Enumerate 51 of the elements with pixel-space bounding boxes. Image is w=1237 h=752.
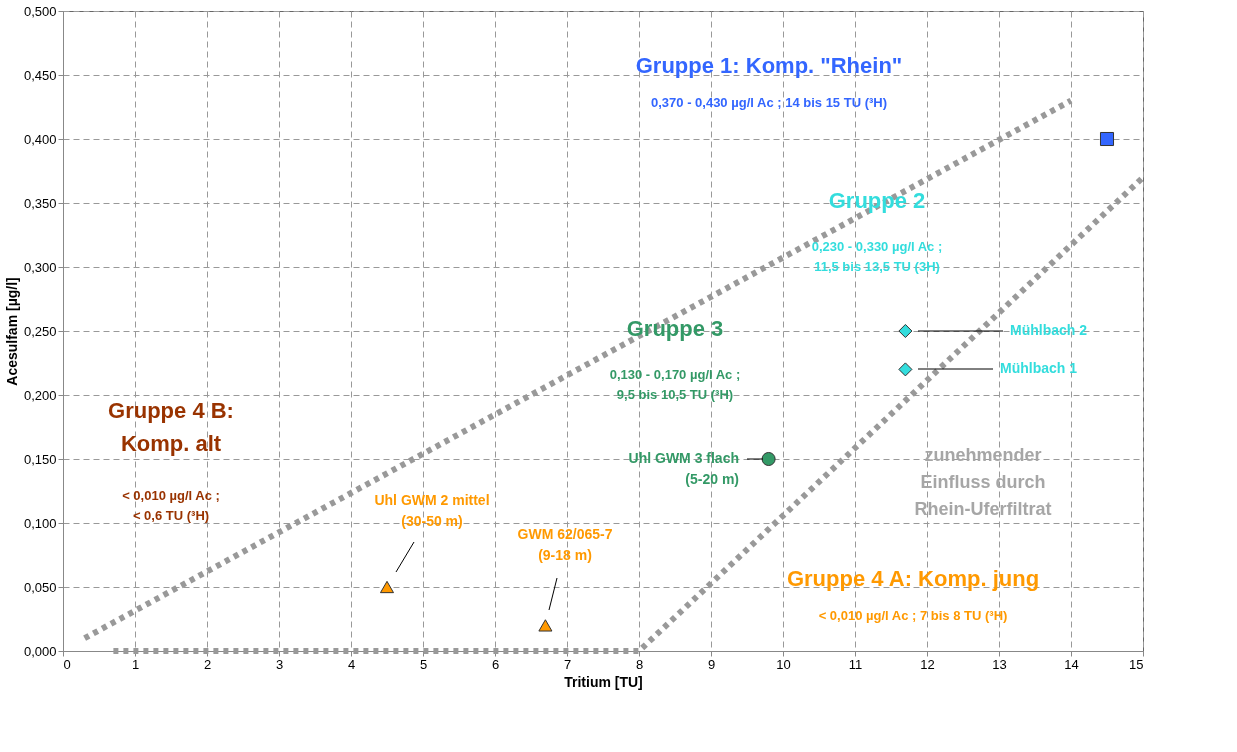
y-tick-label: 0,150 bbox=[23, 451, 57, 467]
x-tick-label: 10 bbox=[776, 656, 791, 672]
y-tick-label: 0,400 bbox=[23, 131, 57, 147]
annotation: Uhl GWM 3 flach (5-20 m) bbox=[628, 450, 739, 487]
x-axis-title: Tritium [TU] bbox=[564, 673, 643, 690]
y-axis-title: Acesulfam [µg/l] bbox=[3, 277, 20, 386]
y-tick-label: 0,300 bbox=[23, 259, 57, 275]
y-tick-label: 0,100 bbox=[23, 515, 57, 531]
x-tick-label: 5 bbox=[419, 656, 428, 672]
annotation: Uhl GWM 2 mittel (30-50 m) bbox=[374, 492, 490, 529]
y-tick-label: 0,450 bbox=[23, 67, 57, 83]
x-tick-label: 6 bbox=[491, 656, 500, 672]
annotation: zunehmender Einfluss durch Rhein-Uferfiltrat bbox=[914, 445, 1052, 519]
x-tick-label: 14 bbox=[1064, 656, 1079, 672]
annotation: Gruppe 4 A: Komp. jung bbox=[786, 566, 1040, 591]
annotation: 0,370 - 0,430 µg/l Ac ; 14 bis 15 TU (³H) bbox=[650, 95, 888, 110]
point bbox=[1099, 131, 1115, 147]
x-tick-label: 4 bbox=[347, 656, 356, 672]
annotation: Gruppe 2 bbox=[828, 188, 926, 213]
y-tick-label: 0,050 bbox=[23, 579, 57, 595]
x-tick-label: 7 bbox=[563, 656, 572, 672]
point bbox=[898, 362, 913, 377]
x-tick-label: 12 bbox=[920, 656, 935, 672]
x-tick-label: 2 bbox=[203, 656, 212, 672]
annotation: Gruppe 4 B: Komp. alt bbox=[108, 398, 234, 456]
x-tick-label: 9 bbox=[707, 656, 716, 672]
x-tick-label: 11 bbox=[848, 656, 863, 672]
x-tick-label: 1 bbox=[131, 656, 140, 672]
y-tick-label: 0,250 bbox=[23, 323, 57, 339]
annotation: Gruppe 3 bbox=[626, 316, 724, 341]
annotation: < 0,010 µg/l Ac ; < 0,6 TU (³H) bbox=[122, 488, 220, 523]
annotation: Mühlbach 2 bbox=[1010, 322, 1088, 338]
point bbox=[379, 580, 395, 594]
point bbox=[898, 323, 913, 339]
y-tick-label: 0,000 bbox=[23, 643, 57, 659]
x-tick-label: 13 bbox=[992, 656, 1007, 672]
annotation: Mühlbach 1 bbox=[1000, 360, 1078, 376]
x-tick-label: 0 bbox=[63, 656, 71, 672]
annotation: 0,230 - 0,330 µg/l Ac ; 11,5 bis 13,5 TU (3H) bbox=[811, 239, 943, 274]
point bbox=[538, 619, 553, 632]
x-tick-label: 3 bbox=[275, 656, 284, 672]
y-tick-label: 0,350 bbox=[23, 195, 57, 211]
y-tick-label: 0,200 bbox=[23, 387, 57, 403]
x-tick-label: 15 bbox=[1129, 656, 1144, 672]
annotation: < 0,010 µg/l Ac ; 7 bis 8 TU (³H) bbox=[818, 608, 1008, 623]
point bbox=[761, 451, 776, 467]
x-tick-label: 8 bbox=[635, 656, 644, 672]
annotation: GWM 62/065-7 (9-18 m) bbox=[517, 526, 613, 563]
y-tick-label: 0,500 bbox=[23, 3, 57, 19]
annotation: Gruppe 1: Komp. "Rhein" bbox=[635, 53, 903, 78]
annotation: 0,130 - 0,170 µg/l Ac ; 9,5 bis 10,5 TU (³H) bbox=[609, 367, 741, 402]
